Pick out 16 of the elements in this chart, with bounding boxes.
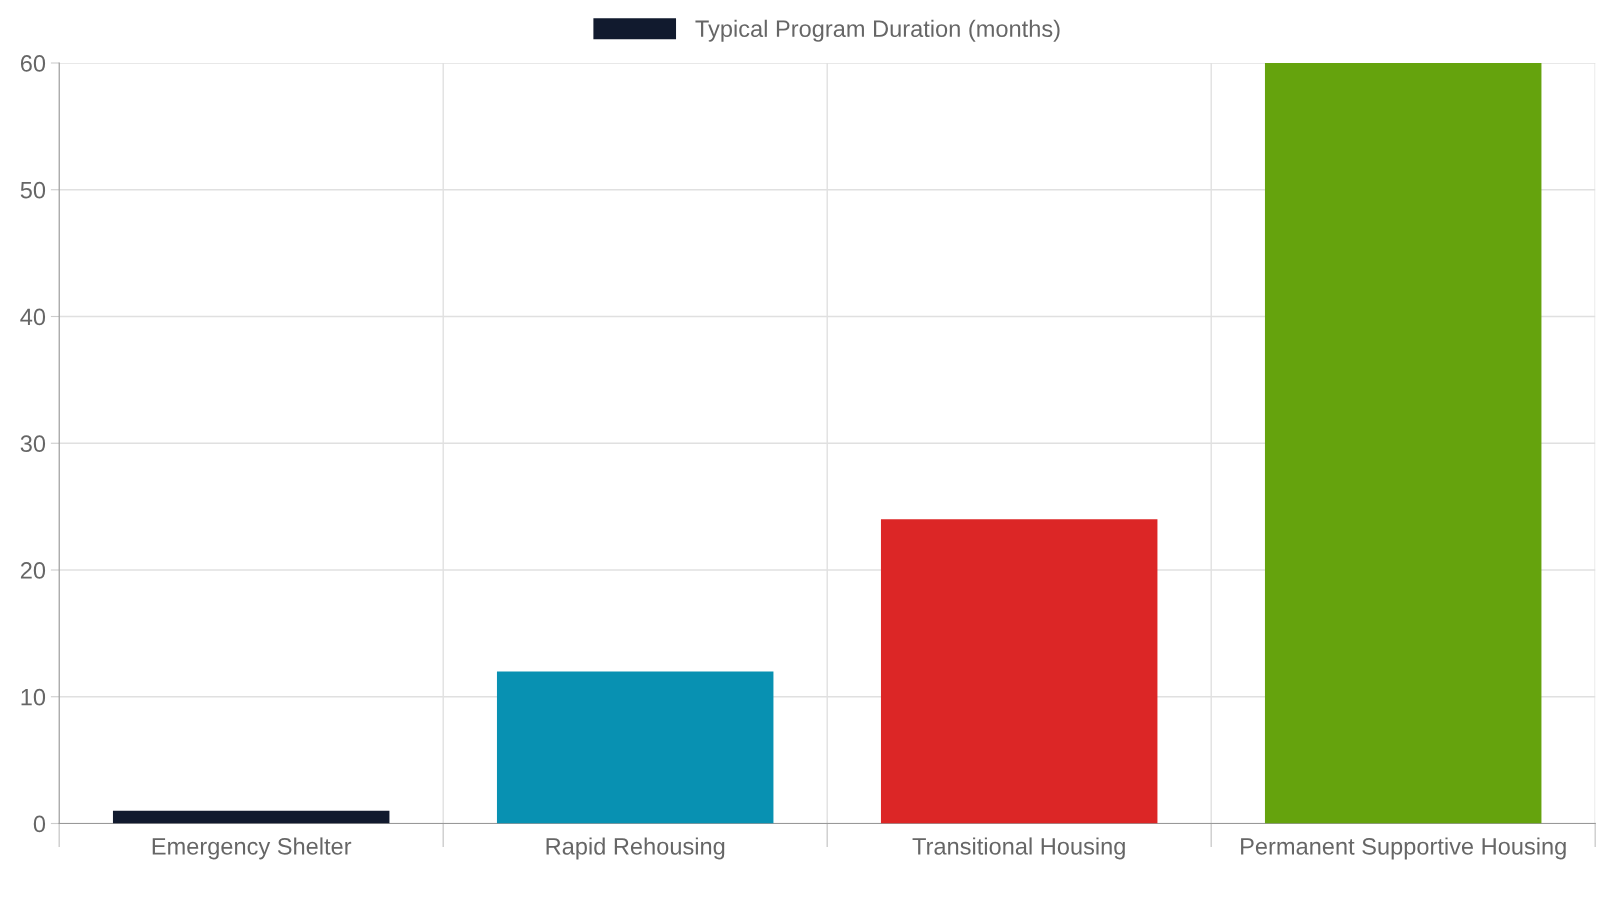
- y-tick-label: 60: [20, 55, 46, 72]
- y-tick-label: 50: [20, 181, 46, 199]
- y-tick-label: 20: [20, 562, 46, 579]
- bar: [880, 519, 1158, 824]
- y-tick-label: 10: [21, 688, 46, 706]
- x-tick-label: Transitional Housing: [912, 837, 1125, 860]
- legend-label: Typical Program Duration (months): [695, 19, 1060, 42]
- y-tick-label: 40: [20, 308, 46, 326]
- y-tick-label: 30: [20, 435, 46, 453]
- bar: [1264, 63, 1542, 824]
- x-tick-label: Rapid Rehousing: [546, 837, 725, 860]
- bar: [112, 810, 390, 824]
- y-tick-label: 0: [33, 815, 46, 833]
- x-tick-label: Emergency Shelter: [152, 837, 352, 860]
- x-tick-label: Permanent Supportive Housing: [1241, 837, 1566, 860]
- bar: [496, 671, 774, 824]
